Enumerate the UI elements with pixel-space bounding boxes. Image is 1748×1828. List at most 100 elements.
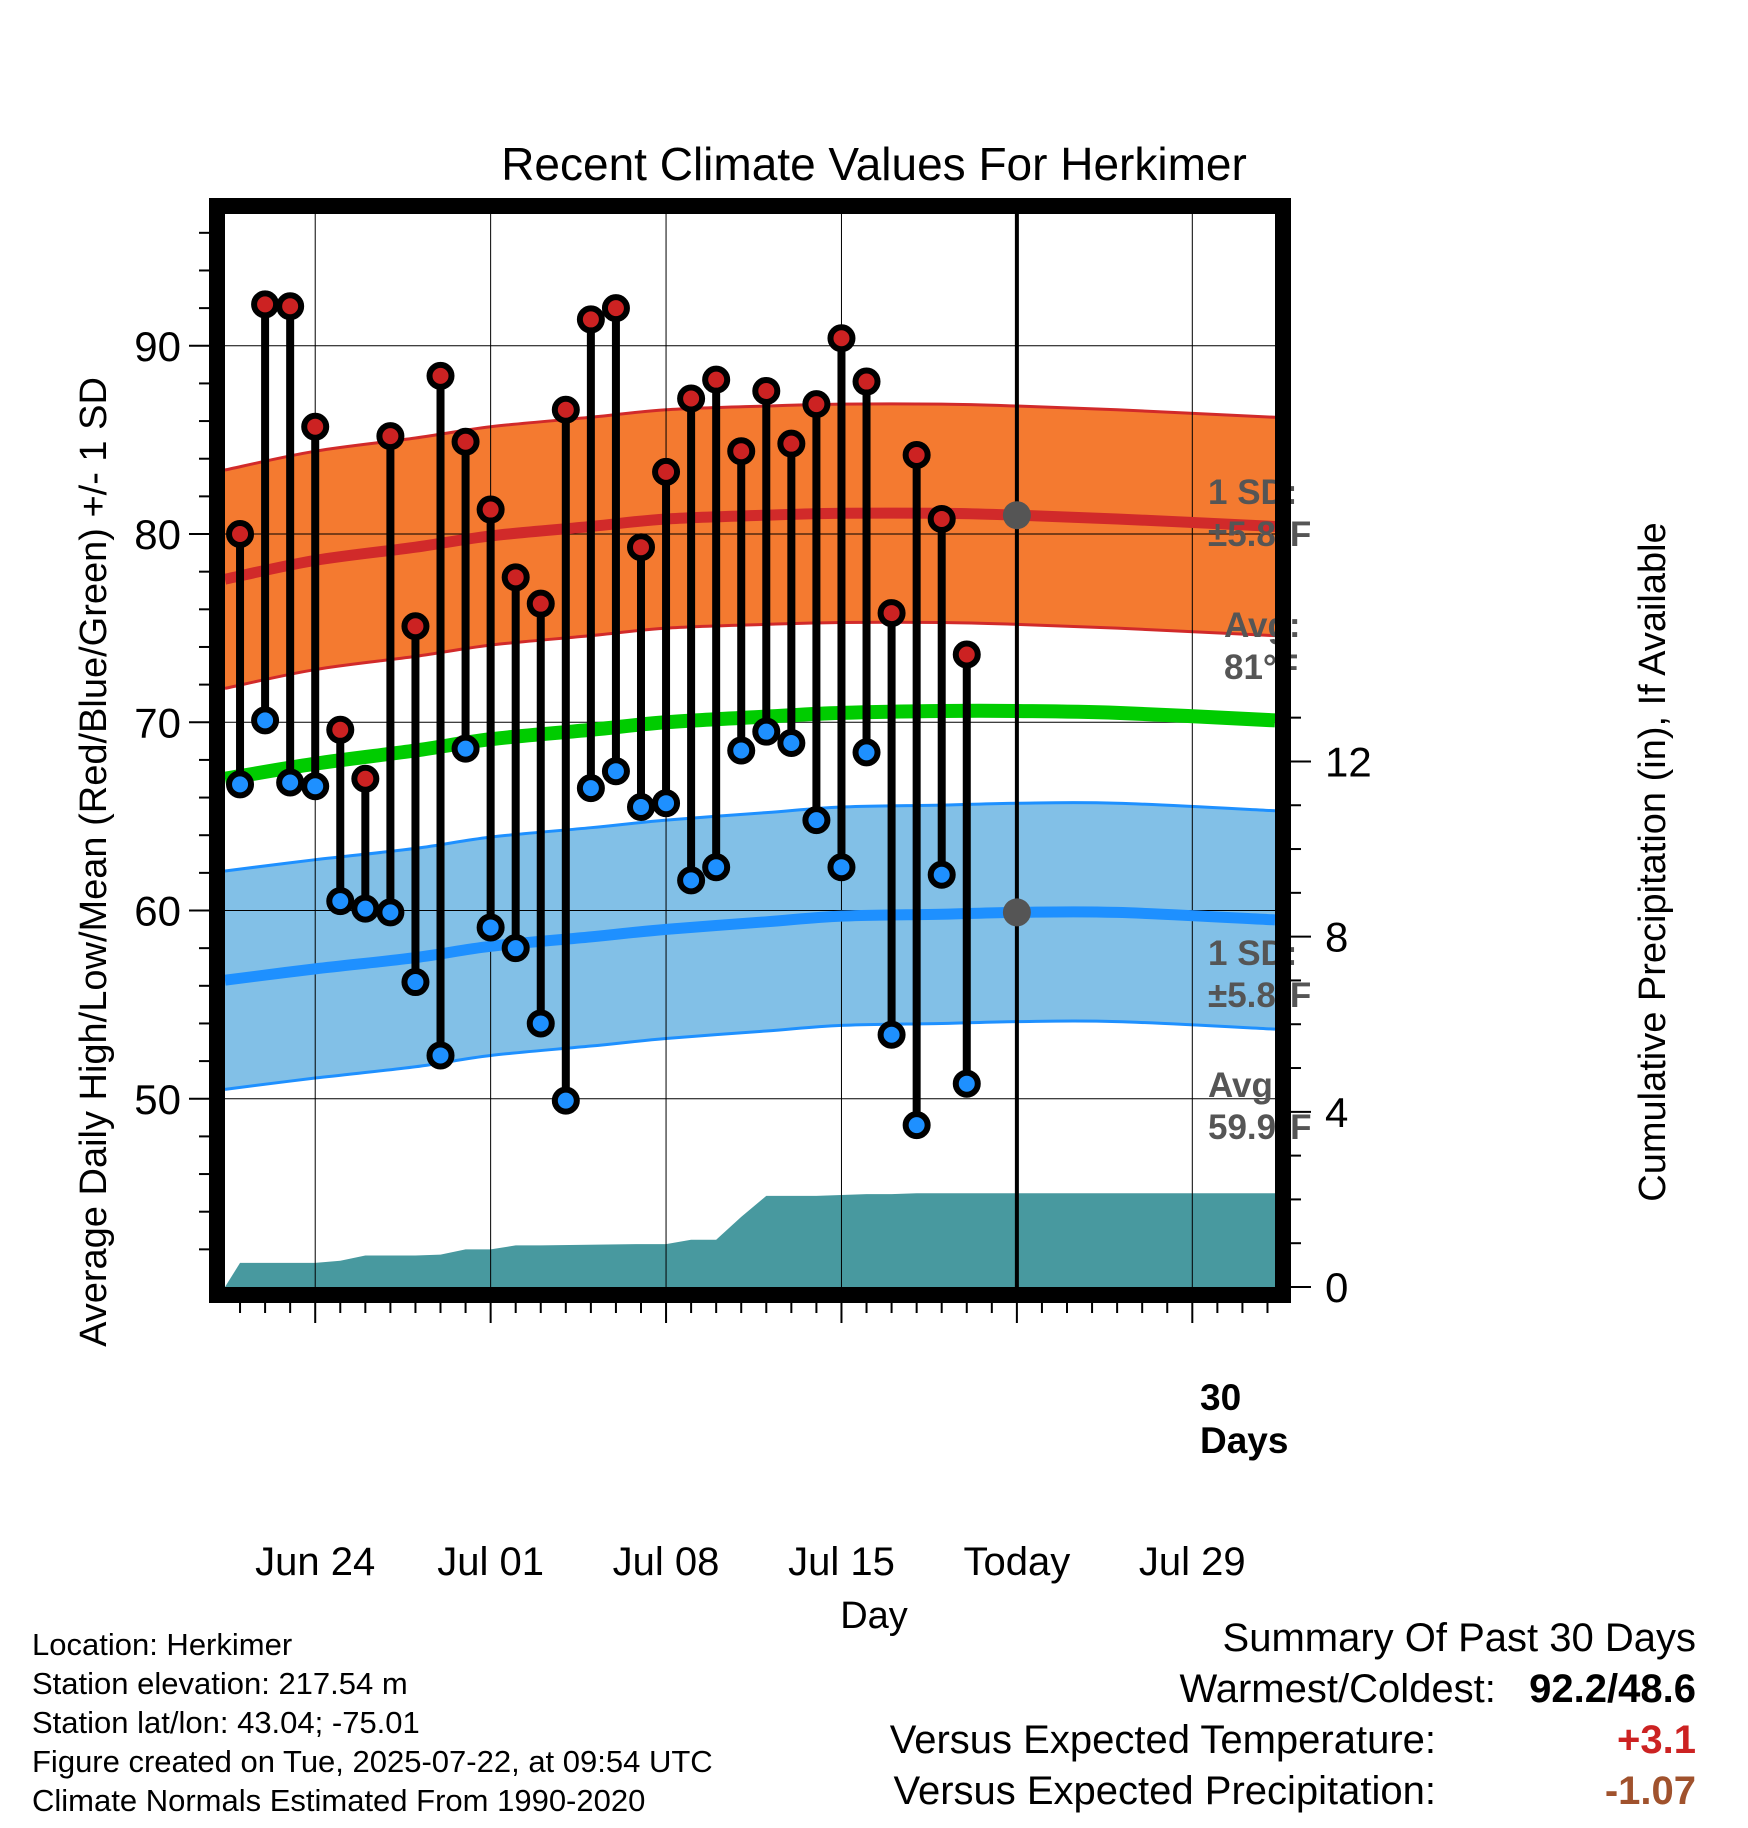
low-temp-point [501, 934, 530, 963]
low-sd-band-upper-edge [224, 801, 1276, 873]
high-temp-point [376, 422, 405, 451]
high-temp-point [576, 305, 605, 334]
high-temp-point [326, 715, 355, 744]
low-temp-point [952, 1069, 981, 1098]
normals-text: Climate Normals Estimated From 1990-2020 [32, 1783, 646, 1818]
cumulative-precip-area [225, 1193, 1275, 1287]
low-temp-point [927, 860, 956, 889]
high-temp-point [827, 324, 856, 353]
temp-label: Versus Expected Temperature: [889, 1718, 1436, 1762]
low-temp-point [777, 728, 806, 757]
low-temp-point [727, 736, 756, 765]
y-tick-label: 50 [134, 1076, 181, 1123]
low-temp-point [852, 738, 881, 767]
high-temp-point [927, 504, 956, 533]
mean-normal-line [223, 703, 1276, 786]
low-avg-value: 59.9°F [1208, 1108, 1312, 1147]
high-temp-point [902, 440, 931, 469]
daily-range-bars [226, 290, 981, 1140]
low-temp-point [802, 806, 831, 835]
high-temp-point [677, 384, 706, 413]
high-temp-point [226, 520, 255, 549]
low-temp-point [476, 913, 505, 942]
high-normal-line [223, 507, 1276, 585]
low-temp-point [251, 706, 280, 735]
low-temp-point [451, 734, 480, 763]
low-temp-point [226, 770, 255, 799]
warmest-coldest-row: Warmest/Coldest: 92.2/48.6 [1179, 1667, 1696, 1712]
low-sd-band [225, 802, 1275, 1090]
high-temp-point [952, 640, 981, 669]
today-high-normal-dot [1002, 501, 1031, 530]
high-temp-point [877, 599, 906, 628]
high-temp-point [777, 429, 806, 458]
low-temp-point [702, 853, 731, 882]
low-temp-point [276, 768, 305, 797]
x-tick-label: Jun 24 [255, 1540, 375, 1584]
low-temp-point [902, 1111, 931, 1140]
precipitation-area [225, 1193, 1275, 1287]
x-tick-label: Jul 01 [437, 1540, 544, 1584]
low-sd-value: ±5.8°F [1208, 976, 1311, 1015]
high-temp-point [551, 395, 580, 424]
high-temp-point [426, 361, 455, 390]
y2-tick-label: 0 [1325, 1264, 1348, 1311]
low-temp-point [351, 894, 380, 923]
low-temp-point [326, 887, 355, 916]
low-temp-point [551, 1086, 580, 1115]
high-temp-point [727, 437, 756, 466]
high-temp-point [476, 495, 505, 524]
low-normal-line [224, 906, 1276, 986]
days-count: 30 [1200, 1377, 1241, 1418]
high-temp-point [802, 390, 831, 419]
warmest-coldest-label: Warmest/Coldest: [1179, 1667, 1496, 1711]
low-temp-point [677, 866, 706, 895]
low-temp-point [526, 1009, 555, 1038]
high-sd-value: ±5.8°F [1208, 515, 1311, 554]
y2-tick-label: 8 [1325, 914, 1348, 961]
y-tick-label: 80 [134, 511, 181, 558]
y-tick-label: 60 [134, 888, 181, 935]
x-tick-label: Jul 15 [788, 1540, 895, 1584]
low-temp-point [827, 853, 856, 882]
high-temp-point [501, 563, 530, 592]
x-axis-label: Day [840, 1595, 908, 1637]
low-temp-point [376, 898, 405, 927]
low-temp-point [426, 1041, 455, 1070]
high-sd-band-upper-edge [224, 402, 1276, 472]
chart-title: Recent Climate Values For Herkimer [501, 138, 1247, 190]
normal-lines [223, 507, 1276, 986]
low-avg-label: Avg: [1208, 1066, 1284, 1105]
y2-tick-label: 12 [1325, 738, 1372, 785]
latlon-text: Station lat/lon: 43.04; -75.01 [32, 1705, 420, 1740]
high-temp-point [601, 294, 630, 323]
grid-lines [225, 214, 1275, 1287]
high-temp-point [351, 764, 380, 793]
high-temp-point [752, 376, 781, 405]
high-temp-point [652, 457, 681, 486]
y2-axis-label: Cumulative Precipitation (in), If Availa… [1632, 522, 1674, 1201]
low-temp-point [301, 772, 330, 801]
days-word: Days [1200, 1420, 1288, 1461]
high-temp-point [852, 367, 881, 396]
created-text: Figure created on Tue, 2025-07-22, at 09… [32, 1744, 713, 1779]
y-tick-label: 70 [134, 699, 181, 746]
high-temp-point [301, 412, 330, 441]
y-axis-label: Average Daily High/Low/Mean (Red/Blue/Gr… [73, 377, 115, 1347]
today-low-normal-dot [1002, 898, 1031, 927]
high-temp-point [276, 292, 305, 321]
high-sd-band-lower-edge [224, 620, 1276, 690]
elevation-text: Station elevation: 217.54 m [32, 1666, 408, 1701]
axes: 50 60 70 80 90 0 4 8 12 Jun 24 Jul 01 Jul 08 Jul 15 T… [134, 198, 1372, 1584]
low-temp-point [601, 757, 630, 786]
temp-value: +3.1 [1617, 1718, 1696, 1762]
y-tick-label: 90 [134, 323, 181, 370]
high-temp-point [702, 365, 731, 394]
low-temp-point [401, 968, 430, 997]
summary-title: Summary Of Past 30 Days [1222, 1616, 1696, 1660]
location-text: Location: Herkimer [32, 1627, 293, 1662]
today-marker [1002, 214, 1031, 1287]
x-tick-label: Today [964, 1540, 1071, 1584]
low-sd-band-lower-edge [224, 1019, 1276, 1091]
